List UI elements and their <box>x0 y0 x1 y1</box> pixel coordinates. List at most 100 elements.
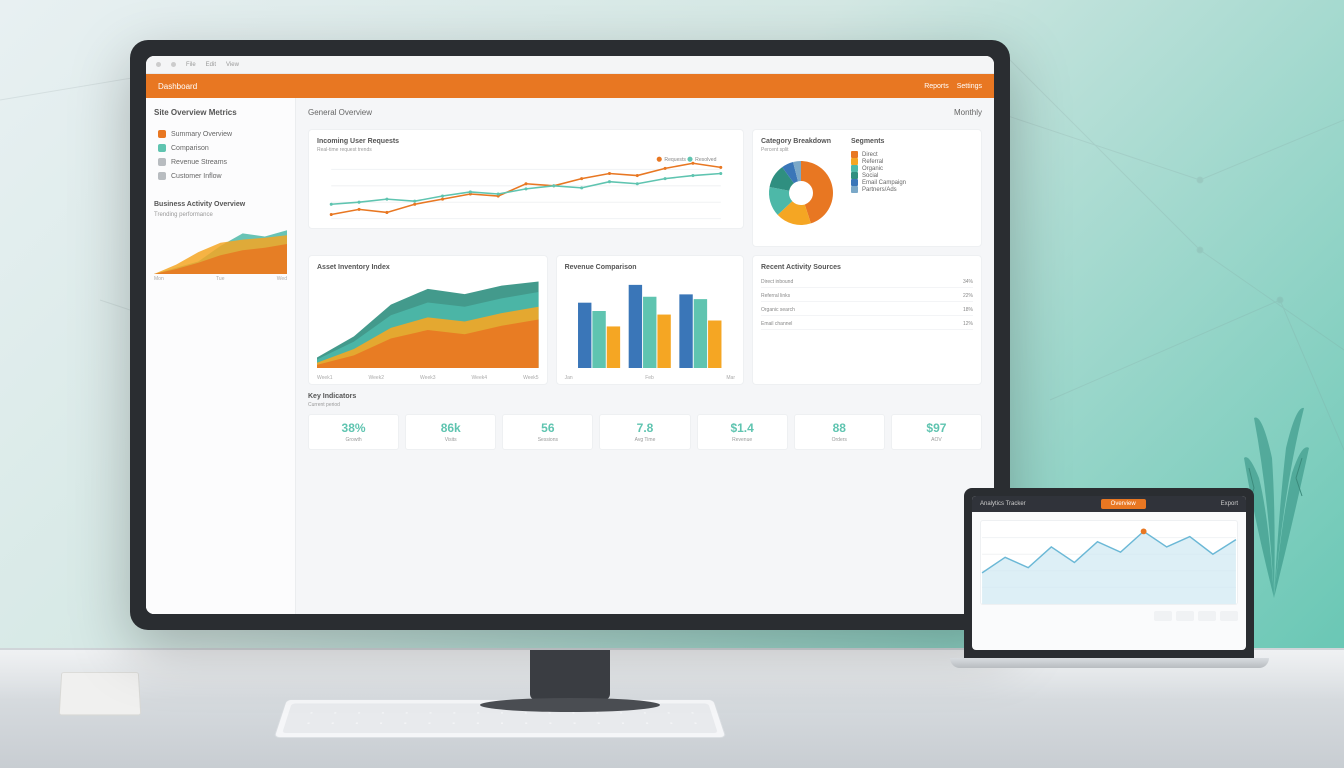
laptop-export-link[interactable]: Export <box>1221 501 1238 507</box>
menu-item[interactable]: Edit <box>206 62 216 68</box>
laptop-chart-svg <box>981 521 1237 604</box>
bar-chart-title: Revenue Comparison <box>565 264 735 271</box>
window-titlebar: File Edit View <box>146 56 994 74</box>
sidebar-item[interactable]: Revenue Streams <box>154 155 287 169</box>
metric-box[interactable]: 38% Growth <box>308 414 399 450</box>
metric-value: $97 <box>896 421 977 435</box>
legend-item: Social <box>851 172 906 179</box>
window-control-dot[interactable] <box>171 62 176 67</box>
pie-chart-card: Category Breakdown Percent split Segment… <box>752 129 982 247</box>
laptop-toolbar-button[interactable] <box>1176 611 1194 621</box>
metric-value: 88 <box>799 421 880 435</box>
laptop-body <box>972 512 1246 650</box>
header-link[interactable]: Reports <box>924 83 949 90</box>
legend-swatch <box>851 179 858 186</box>
activity-card-title: Recent Activity Sources <box>761 264 973 271</box>
legend-item: Organic <box>851 165 906 172</box>
sidebar-area-chart <box>154 224 287 274</box>
metric-value: 56 <box>507 421 588 435</box>
metric-label: Revenue <box>702 437 783 443</box>
activity-row: Referral links 22% <box>761 291 973 302</box>
pie-legend-title: Segments <box>851 138 906 145</box>
metric-box[interactable]: 7.8 Avg Time <box>599 414 690 450</box>
laptop-base <box>950 658 1269 668</box>
sidebar-item-label: Comparison <box>171 145 209 152</box>
sidebar-kpi-section: Business Activity Overview Trending perf… <box>154 201 287 282</box>
metric-label: Orders <box>799 437 880 443</box>
metric-box[interactable]: $1.4 Revenue <box>697 414 788 450</box>
sidebar-item-label: Revenue Streams <box>171 159 227 166</box>
app-header: Dashboard Reports Settings <box>146 74 994 98</box>
activity-row: Email channel12% <box>761 319 973 330</box>
activity-value: 22% <box>963 293 973 299</box>
pie-legend: Segments DirectReferralOrganicSocialEmai… <box>851 138 906 238</box>
sidebar: Site Overview Metrics Summary Overview Co… <box>146 98 296 614</box>
sidebar-item[interactable]: Customer Inflow <box>154 169 287 183</box>
bar-chart-labels: JanFebMar <box>565 375 735 381</box>
metric-box[interactable]: 56Sessions <box>502 414 593 450</box>
metric-value: $1.4 <box>702 421 783 435</box>
pie-chart-title: Category Breakdown <box>761 138 841 145</box>
main-header-left: General Overview <box>308 108 372 117</box>
legend-label: Partners/Ads <box>862 187 897 193</box>
line-chart-svg: RequestsResolved <box>317 153 735 235</box>
metric-label: Avg Time <box>604 437 685 443</box>
activity-value: 34% <box>963 279 973 285</box>
legend-swatch <box>851 151 858 158</box>
sidebar-item-label: Summary Overview <box>171 131 232 138</box>
header-link[interactable]: Settings <box>957 83 982 90</box>
metrics-title: Key Indicators <box>308 393 982 400</box>
metric-value: 38% <box>313 421 394 435</box>
sidebar-item-icon <box>158 172 166 180</box>
sidebar-title: Site Overview Metrics <box>154 108 287 117</box>
legend-item: Email Campaign <box>851 179 906 186</box>
metric-box[interactable]: 86kVisits <box>405 414 496 450</box>
content-area: Site Overview Metrics Summary Overview Co… <box>146 98 994 614</box>
laptop-toolbar <box>980 611 1238 621</box>
legend-item: Direct <box>851 151 906 158</box>
laptop-app-title: Analytics Tracker <box>980 501 1026 507</box>
metric-box[interactable]: 88 Orders <box>794 414 885 450</box>
legend-swatch <box>851 165 858 172</box>
laptop: Analytics Tracker Overview Export <box>964 488 1254 688</box>
legend-item: Referral <box>851 158 906 165</box>
metric-label: AOV <box>896 437 977 443</box>
sidebar-item[interactable]: Summary Overview <box>154 127 287 141</box>
pie-chart-svg-wrap <box>761 153 841 238</box>
laptop-toolbar-button[interactable] <box>1220 611 1238 621</box>
kpi-title: Business Activity Overview <box>154 201 287 208</box>
bar-chart-svg <box>565 273 735 368</box>
metric-value: 86k <box>410 421 491 435</box>
activity-key: Referral links <box>761 293 790 299</box>
laptop-bezel: Analytics Tracker Overview Export <box>964 488 1254 658</box>
activity-row: Direct inbound 34% <box>761 277 973 288</box>
activity-list: Direct inbound 34% Referral links 22% Organi… <box>761 277 973 330</box>
main-header-right[interactable]: Monthly <box>954 108 982 117</box>
menu-item[interactable]: View <box>226 62 239 68</box>
legend-label: Direct <box>862 152 878 158</box>
kpi-subtitle: Trending performance <box>154 212 287 218</box>
area-chart-svg <box>317 273 539 368</box>
metric-value: 7.8 <box>604 421 685 435</box>
laptop-toolbar-button[interactable] <box>1154 611 1172 621</box>
monitor-stand <box>530 650 610 700</box>
legend-label: Social <box>862 173 878 179</box>
sidebar-item-icon <box>158 130 166 138</box>
sidebar-item[interactable]: Comparison <box>154 141 287 155</box>
legend-swatch <box>851 186 858 193</box>
metric-box[interactable]: $97 AOV <box>891 414 982 450</box>
menu-item[interactable]: File <box>186 62 196 68</box>
activity-value: 18% <box>963 307 973 313</box>
activity-key: Organic search <box>761 307 795 313</box>
sidebar-chart-labels: MonTueWed <box>154 276 287 282</box>
activity-key: Direct inbound <box>761 279 793 285</box>
svg-text:Requests: Requests <box>664 157 686 163</box>
sidebar-item-label: Customer Inflow <box>171 173 222 180</box>
line-chart-card: Incoming User Requests Real-time request… <box>308 129 744 229</box>
metric-label: Growth <box>313 437 394 443</box>
laptop-tab[interactable]: Overview <box>1101 499 1146 509</box>
activity-key: Email channel <box>761 321 792 327</box>
laptop-chart-card <box>980 520 1238 605</box>
window-control-dot[interactable] <box>156 62 161 67</box>
laptop-toolbar-button[interactable] <box>1198 611 1216 621</box>
